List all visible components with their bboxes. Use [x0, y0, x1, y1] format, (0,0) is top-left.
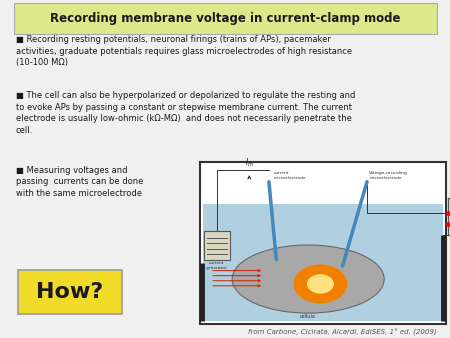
FancyBboxPatch shape: [14, 3, 436, 34]
Text: ■ Recording resting potentials, neuronal firings (trains of APs), pacemaker
acti: ■ Recording resting potentials, neuronal…: [16, 35, 352, 67]
Text: current
generator: current generator: [206, 261, 228, 270]
Text: Voltage-recording
microelectrode: Voltage-recording microelectrode: [369, 171, 408, 180]
Ellipse shape: [307, 274, 334, 294]
Text: from Carbone, Cicirata, Aicardi, EdiSES, 1° ed. (2009): from Carbone, Cicirata, Aicardi, EdiSES,…: [248, 329, 436, 336]
Bar: [448, 198, 450, 235]
Text: Recording membrane voltage in current-clamp mode: Recording membrane voltage in current-cl…: [50, 12, 400, 25]
Bar: [204, 231, 230, 260]
Text: cellula: cellula: [300, 314, 316, 319]
Ellipse shape: [232, 245, 384, 313]
Bar: [202, 204, 443, 321]
Ellipse shape: [293, 264, 347, 304]
Bar: [200, 162, 446, 324]
FancyBboxPatch shape: [18, 270, 122, 314]
Text: current
microelectrode: current microelectrode: [274, 171, 306, 180]
Text: ■ The cell can also be hyperpolarized or depolarized to regulate the resting and: ■ The cell can also be hyperpolarized or…: [16, 91, 355, 135]
Text: ■ Measuring voltages and
passing  currents can be done
with the same microelectr: ■ Measuring voltages and passing current…: [16, 166, 143, 197]
Text: $I_m$: $I_m$: [245, 156, 254, 169]
Text: How?: How?: [36, 282, 104, 303]
